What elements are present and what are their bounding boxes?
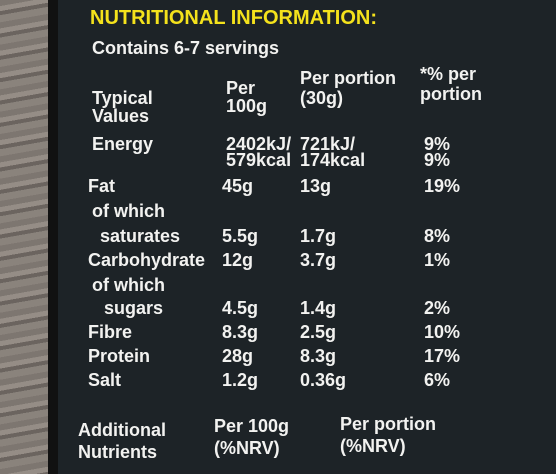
column-header: Per portion (30g)	[300, 68, 396, 108]
per-100g: 5.5g	[222, 226, 258, 246]
additional-per-portion: Per portion (%NRV)	[340, 414, 436, 456]
additional-label: Additional Nutrients	[78, 420, 166, 462]
per-portion: 1.4g	[300, 298, 336, 318]
per-100g: 8.3g	[222, 322, 258, 342]
per-100g: 45g	[222, 176, 253, 196]
per-100g: 579kcal	[226, 150, 291, 170]
row-label: Fat	[88, 176, 115, 196]
per-portion: 8.3g	[300, 346, 336, 366]
row-label: Protein	[88, 346, 150, 366]
percent: 2%	[424, 298, 450, 318]
per-portion: 13g	[300, 176, 331, 196]
per-100g: 12g	[222, 250, 253, 270]
row-label: Fibre	[88, 322, 132, 342]
column-header: Per 100g	[226, 78, 267, 116]
additional-per-100g: Per 100g (%NRV)	[214, 416, 289, 458]
per-100g: 28g	[222, 346, 253, 366]
percent: 9%	[424, 134, 450, 154]
percent: 6%	[424, 370, 450, 390]
pack-edge	[48, 0, 58, 474]
row-label: Energy	[92, 134, 153, 154]
per-portion: 2.5g	[300, 322, 336, 342]
per-100g: 1.2g	[222, 370, 258, 390]
wood-background	[0, 0, 52, 474]
per-portion: 3.7g	[300, 250, 336, 270]
column-header: *% per portion	[420, 64, 482, 104]
row-label: Salt	[88, 370, 121, 390]
subtitle: Contains 6-7 servings	[92, 38, 279, 58]
row-label: saturates	[100, 226, 180, 246]
row-label: of which	[92, 201, 165, 221]
percent: 17%	[424, 346, 460, 366]
per-100g: 4.5g	[222, 298, 258, 318]
per-portion: 721kJ/	[300, 134, 355, 154]
title: NUTRITIONAL INFORMATION:	[90, 7, 377, 29]
column-header: Typical Values	[92, 88, 153, 126]
percent: 19%	[424, 176, 460, 196]
percent: 1%	[424, 250, 450, 270]
percent: 8%	[424, 226, 450, 246]
per-100g: 2402kJ/	[226, 134, 291, 154]
per-portion: 174kcal	[300, 150, 365, 170]
row-label: Carbohydrate	[88, 250, 205, 270]
row-label: of which	[92, 275, 165, 295]
percent: 9%	[424, 150, 450, 170]
per-portion: 0.36g	[300, 370, 346, 390]
row-label: sugars	[104, 298, 163, 318]
percent: 10%	[424, 322, 460, 342]
per-portion: 1.7g	[300, 226, 336, 246]
